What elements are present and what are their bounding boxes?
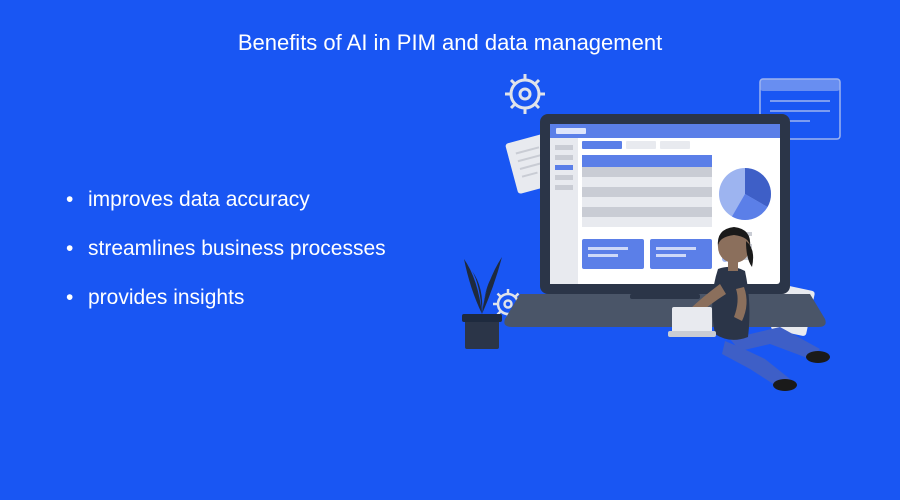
illustration (460, 109, 860, 409)
bullet-item: provides insights (60, 283, 460, 312)
pie-chart-icon (719, 168, 771, 220)
dashboard-illustration-svg (450, 49, 870, 409)
bullet-item: improves data accuracy (60, 185, 460, 214)
content-area: improves data accuracy streamlines busin… (0, 59, 900, 409)
bullet-list: improves data accuracy streamlines busin… (60, 185, 460, 333)
bullet-item: streamlines business processes (60, 234, 460, 263)
gear-icon (505, 74, 545, 114)
